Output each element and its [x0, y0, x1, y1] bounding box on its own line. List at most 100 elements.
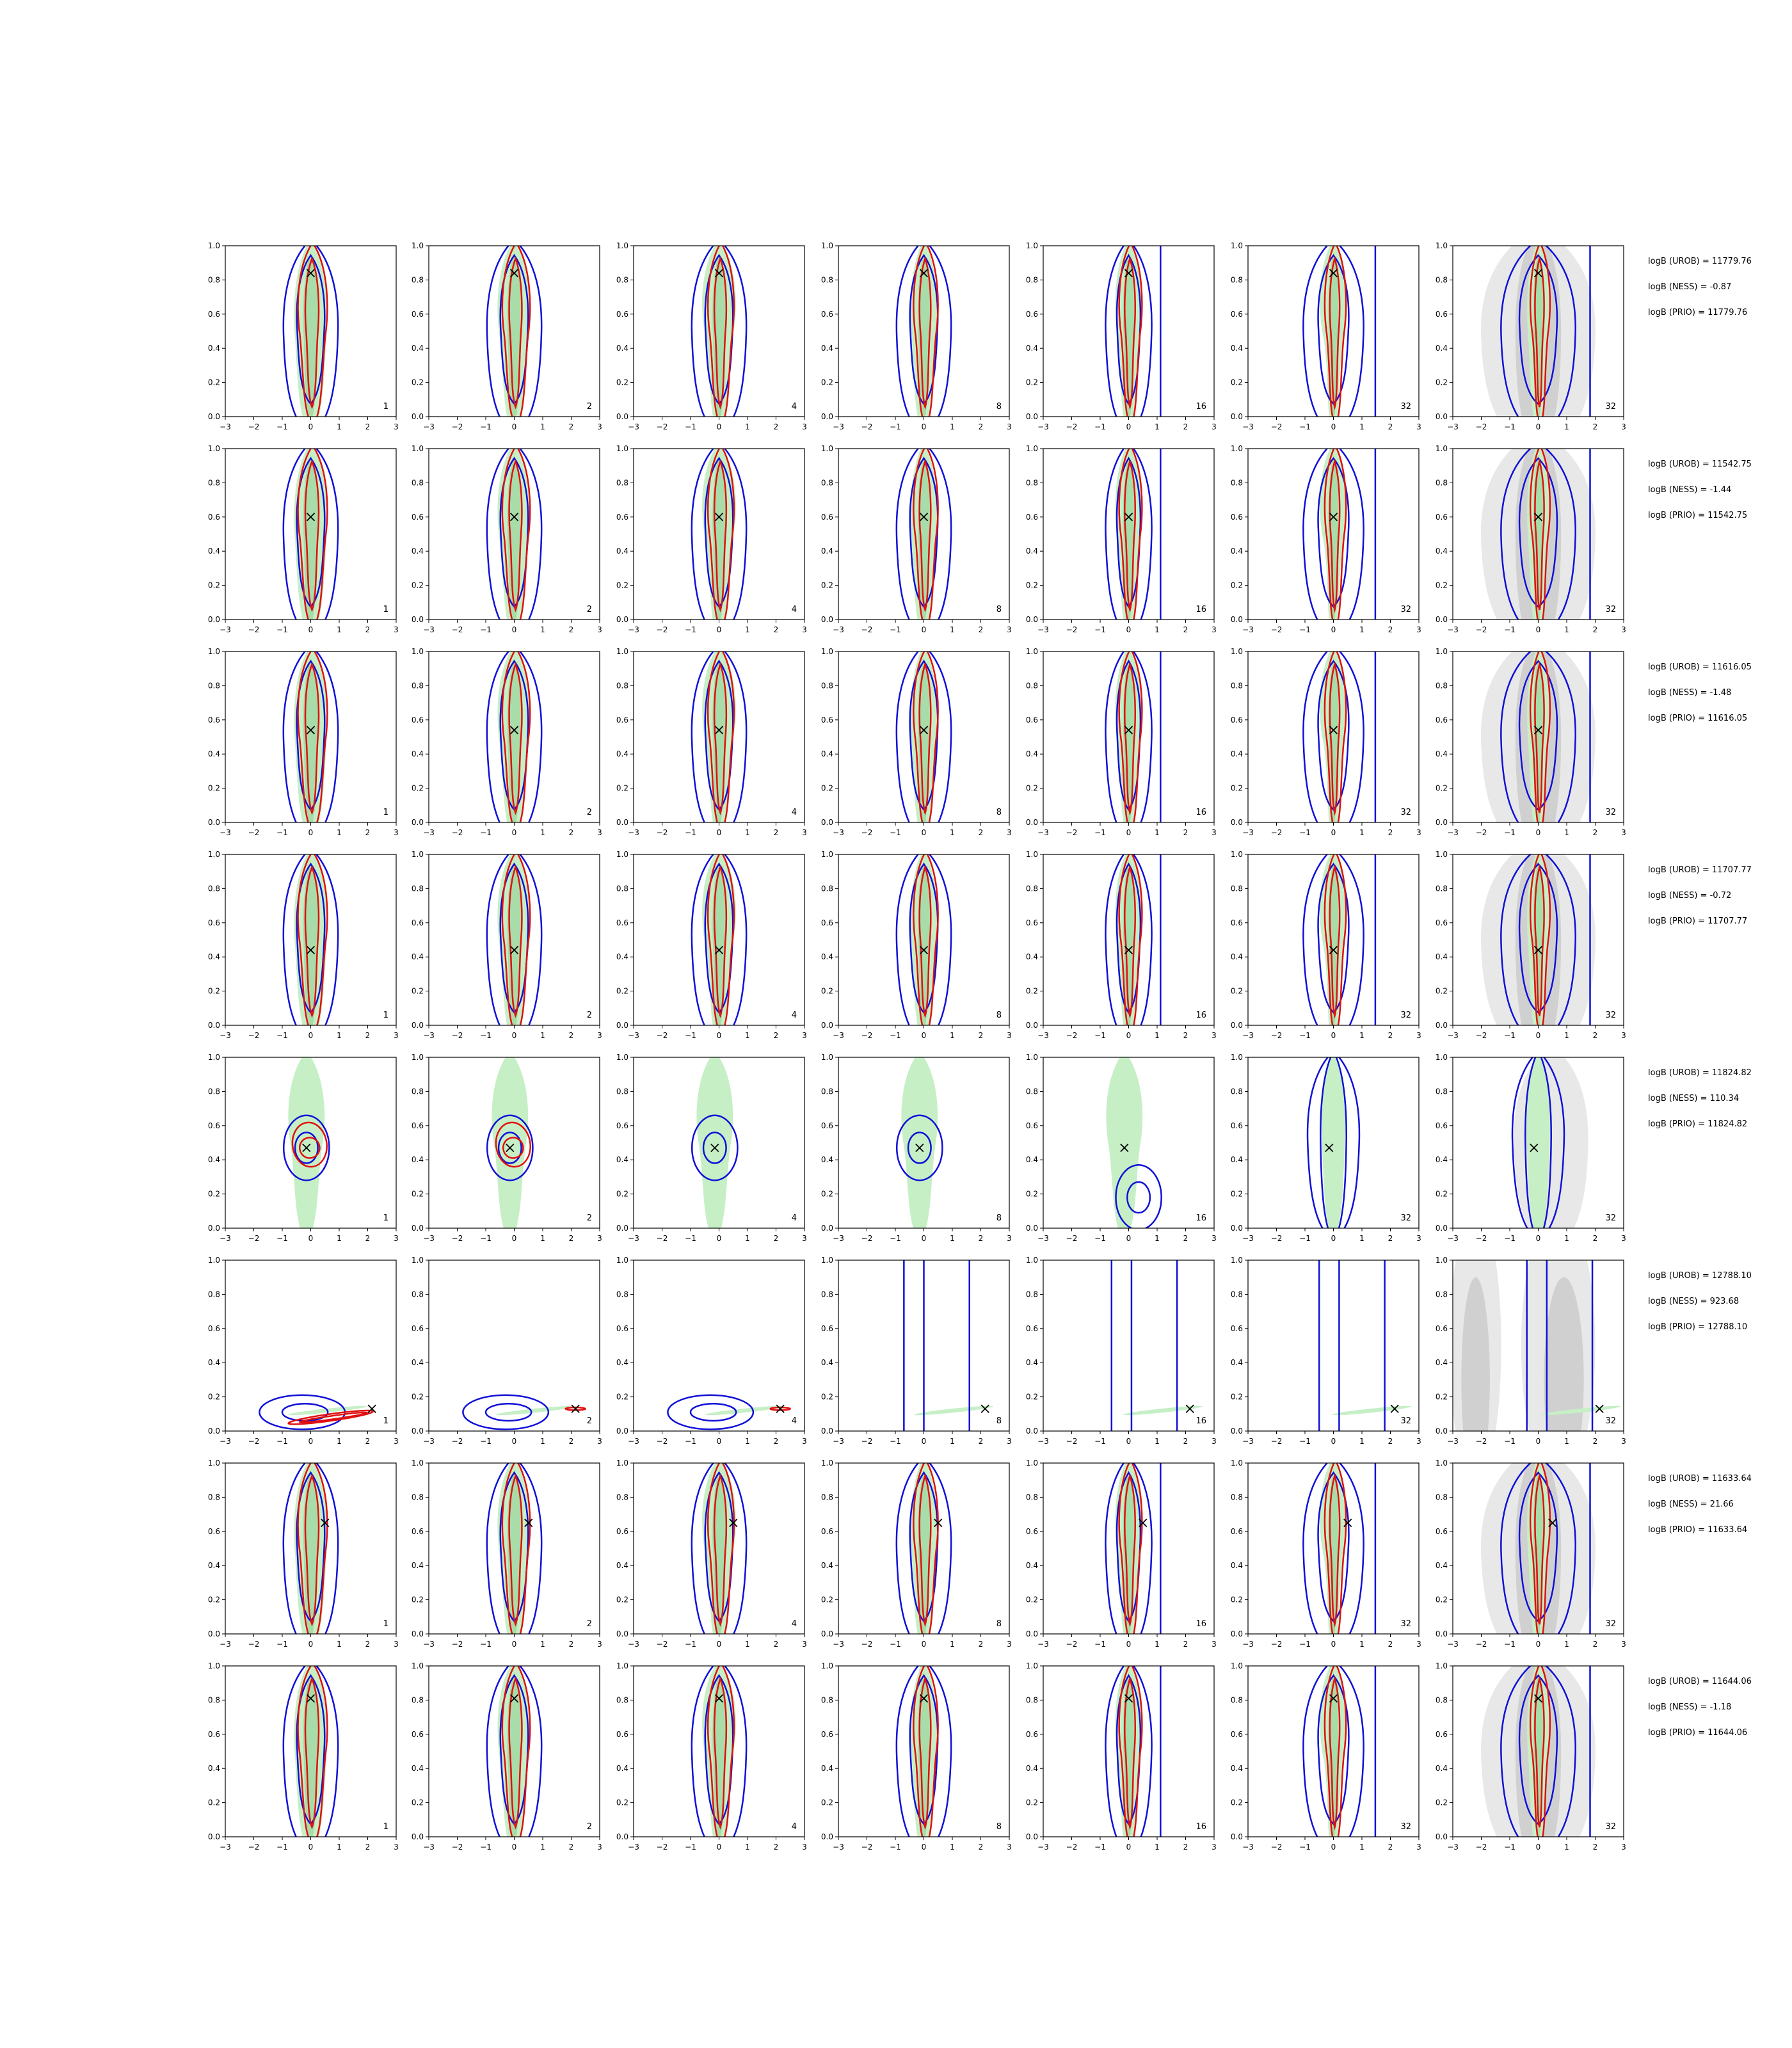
true-region	[696, 1057, 733, 1228]
logb-ness: logB (NESS) = -1.18	[1648, 1702, 1731, 1712]
y-tick-label: 1.0	[1231, 647, 1243, 656]
panel-r6-c3: 4 −3 −2 −1 0 1 2 3 0.0 0.2 0.4 0.6 0.8 1.0	[616, 1256, 807, 1446]
red-contour-outer	[1118, 854, 1143, 1025]
panel-r7-c1: 1 −3 −2 −1 0 1 2 3 0.0 0.2 0.4 0.6 0.8 1.0	[208, 1459, 399, 1649]
x-tick-label: −3	[1447, 1437, 1459, 1446]
x-tick-label: 0	[922, 1843, 927, 1852]
true-region	[1526, 1057, 1551, 1228]
truth-marker	[919, 945, 929, 955]
x-tick-label: −1	[1504, 1234, 1516, 1243]
x-tick-label: −1	[1299, 1843, 1311, 1852]
panel-r4-c7: 32 −3 −2 −1 0 1 2 3 0.0 0.2 0.4 0.6 0.8 1.0	[1436, 850, 1626, 1040]
y-tick-label: 0.6	[412, 716, 424, 724]
plot-area	[486, 1463, 543, 1634]
plot-area	[282, 449, 339, 620]
y-tick-label: 0.0	[1026, 1832, 1038, 1841]
x-tick-label: −1	[1504, 828, 1516, 837]
x-tick-label: −2	[861, 1437, 873, 1446]
x-tick-label: 2	[365, 1234, 371, 1243]
true-core	[1328, 861, 1339, 1025]
y-tick-label: 0.2	[616, 1393, 628, 1402]
x-tick-label: −3	[833, 422, 844, 431]
plot-area	[895, 1463, 952, 1634]
x-tick-label: 0	[1126, 1640, 1132, 1649]
x-tick-label: 2	[1388, 1031, 1393, 1040]
panel-label: 8	[996, 1011, 1002, 1020]
panel-label: 4	[792, 1213, 797, 1223]
x-tick-label: 1	[540, 828, 545, 837]
x-tick-label: 1	[1564, 422, 1569, 431]
y-tick-label: 0.6	[1026, 310, 1038, 319]
x-tick-label: 2	[979, 1640, 984, 1649]
x-tick-label: 3	[1007, 1031, 1012, 1040]
y-tick-label: 0.8	[1231, 1290, 1243, 1299]
x-tick-label: 2	[1388, 1234, 1393, 1243]
x-tick-label: −3	[833, 1843, 844, 1852]
x-tick-label: 2	[1593, 1234, 1598, 1243]
x-tick-label: 1	[337, 1843, 342, 1852]
x-tick-label: 2	[569, 422, 574, 431]
x-tick-label: −1	[480, 422, 492, 431]
y-tick-label: 0.8	[412, 1695, 424, 1704]
red-contour-inner	[713, 865, 728, 1018]
y-tick-label: 0.8	[821, 884, 833, 893]
blue-contour-inner	[702, 1132, 727, 1164]
logb-ness: logB (NESS) = -0.87	[1648, 282, 1731, 292]
x-tick-label: 0	[922, 828, 927, 837]
y-tick-label: 0.4	[1231, 1358, 1243, 1367]
y-tick-label: 1.0	[616, 647, 628, 656]
panel-r1-c6: 32 −3 −2 −1 0 1 2 3 0.0 0.2 0.4 0.6 0.8 1.0	[1231, 241, 1421, 431]
y-tick-label: 1.0	[412, 241, 424, 250]
panel-r1-c3: 4 −3 −2 −1 0 1 2 3 0.0 0.2 0.4 0.6 0.8 1.0	[616, 241, 807, 431]
blue-contour-outer	[282, 1114, 330, 1181]
y-tick-label: 0.8	[1436, 1695, 1448, 1704]
y-tick-label: 0.8	[1436, 275, 1448, 284]
blue-contour-outer	[1105, 854, 1153, 1025]
x-tick-label: 2	[569, 1640, 574, 1649]
true-core	[303, 861, 319, 1025]
y-tick-label: 1.0	[1231, 1053, 1243, 1062]
y-tick-label: 0.6	[1436, 716, 1448, 724]
x-tick-label: −1	[276, 1640, 288, 1649]
panel-label: 8	[996, 1416, 1002, 1426]
x-tick-label: 0	[717, 1437, 722, 1446]
y-tick-label: 0.2	[616, 1596, 628, 1604]
y-tick-label: 1.0	[1026, 1256, 1038, 1265]
red-contour-inner	[713, 459, 728, 612]
true-core	[918, 1469, 930, 1634]
red-contour-inner	[508, 256, 523, 410]
true-region	[288, 1057, 325, 1228]
x-tick-label: 3	[597, 1640, 602, 1649]
x-tick-label: 2	[774, 422, 779, 431]
panel-label: 32	[1605, 605, 1616, 614]
y-tick-label: 0.6	[208, 716, 220, 724]
red-contour-outer	[297, 854, 328, 1025]
x-tick-label: 1	[540, 1843, 545, 1852]
x-tick-label: 2	[1183, 1031, 1188, 1040]
panel-r5-c3: 4 −3 −2 −1 0 1 2 3 0.0 0.2 0.4 0.6 0.8 1.0	[616, 1053, 807, 1243]
blue-contour-outer	[486, 854, 543, 1025]
x-tick-label: 0	[1536, 1437, 1541, 1446]
x-tick-label: −3	[1242, 625, 1254, 634]
x-tick-label: −1	[1094, 1640, 1106, 1649]
y-tick-label: 0.2	[616, 378, 628, 387]
panel-label: 32	[1605, 1011, 1616, 1020]
y-tick-label: 0.6	[1026, 716, 1038, 724]
x-tick-label: 3	[597, 1234, 602, 1243]
plot-area	[282, 1666, 339, 1837]
y-tick-label: 0.2	[616, 987, 628, 996]
panel-r8-c1: 1 −3 −2 −1 0 1 2 3 0.0 0.2 0.4 0.6 0.8 1.0	[208, 1661, 399, 1852]
red-contour-outer	[1529, 854, 1551, 1025]
y-tick-label: 0.0	[412, 1832, 424, 1841]
y-tick-label: 0.8	[1231, 1087, 1243, 1096]
y-tick-label: 0.6	[616, 310, 628, 319]
prior-core	[1461, 1277, 1490, 1431]
x-tick-label: 0	[1331, 1437, 1336, 1446]
blue-contour-outer	[486, 652, 543, 822]
x-tick-label: 0	[308, 1640, 314, 1649]
red-contour-outer	[1529, 1463, 1551, 1634]
panel-r3-c3: 4 −3 −2 −1 0 1 2 3 0.0 0.2 0.4 0.6 0.8 1.0	[616, 647, 807, 837]
x-tick-label: −1	[890, 422, 901, 431]
true-region	[495, 1405, 575, 1416]
x-tick-label: 0	[717, 1234, 722, 1243]
